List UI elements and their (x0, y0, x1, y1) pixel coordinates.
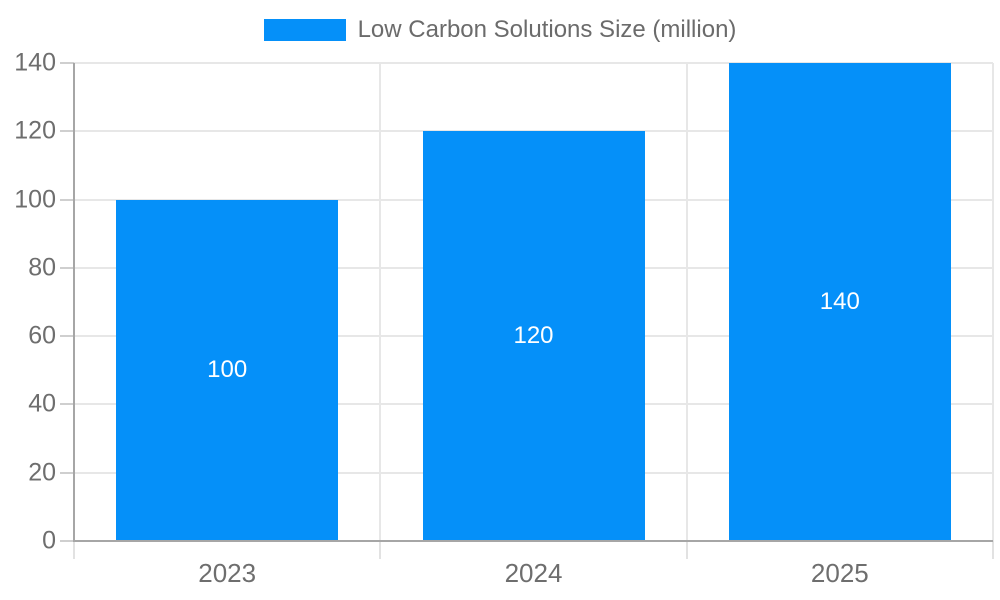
bar[interactable] (116, 199, 338, 541)
y-axis-tick (60, 130, 74, 133)
gridline-vertical (992, 63, 994, 541)
x-tick-label: 2023 (198, 558, 257, 588)
y-tick-label: 0 (42, 526, 56, 555)
y-axis-tick (60, 471, 74, 474)
y-axis-tick (60, 266, 74, 269)
x-tick-label: 2025 (810, 558, 869, 588)
y-axis-tick (60, 62, 74, 64)
x-axis-tick (379, 541, 382, 559)
legend-swatch[interactable] (263, 19, 346, 41)
y-axis-line (73, 63, 75, 542)
y-tick-label: 100 (14, 185, 56, 214)
y-tick-label: 20 (28, 458, 56, 487)
bar-value-label: 100 (207, 356, 248, 384)
gridline-vertical (379, 63, 382, 541)
legend-label[interactable]: Low Carbon Solutions Size (million) (357, 16, 737, 43)
bar-value-label: 140 (819, 288, 860, 315)
bar-value-label: 120 (513, 322, 554, 350)
x-axis-tick (685, 541, 688, 559)
gridline-horizontal (74, 62, 993, 64)
bar[interactable] (423, 131, 645, 541)
legend[interactable]: Low Carbon Solutions Size (million) (0, 16, 1000, 44)
y-tick-label: 80 (28, 253, 56, 282)
y-tick-label: 60 (28, 321, 56, 350)
gridline-vertical (685, 63, 688, 541)
bar[interactable] (729, 63, 951, 541)
x-axis-tick (73, 541, 75, 559)
x-axis-line (74, 540, 993, 542)
y-tick-label: 140 (14, 48, 56, 77)
x-tick-label: 2024 (504, 558, 563, 588)
x-axis-tick (992, 541, 994, 559)
y-axis-tick (60, 198, 74, 201)
y-tick-label: 40 (28, 389, 56, 418)
y-axis-tick (60, 403, 74, 406)
y-axis-tick (60, 335, 74, 338)
y-tick-label: 120 (14, 116, 56, 145)
y-axis-tick (60, 540, 74, 542)
